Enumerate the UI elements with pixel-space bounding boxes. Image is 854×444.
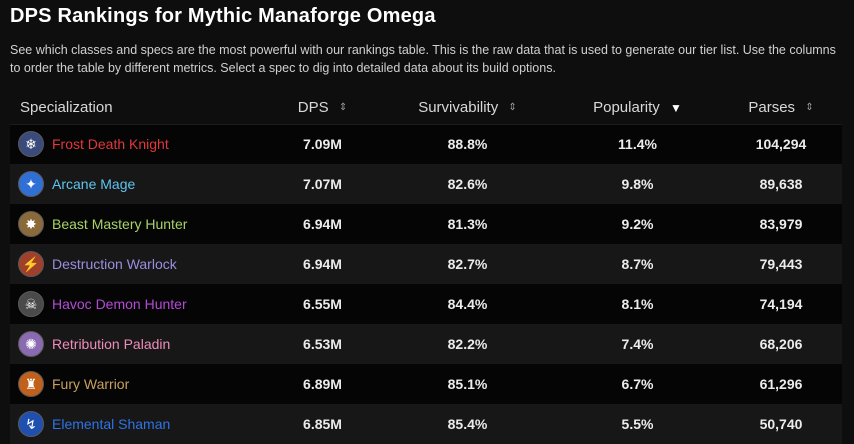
survivability-value: 81.3% (447, 216, 488, 232)
spec-link[interactable]: ✦ Arcane Mage (10, 171, 265, 197)
spec-link[interactable]: ❄ Frost Death Knight (10, 131, 265, 158)
parses-value: 89,638 (759, 176, 803, 192)
column-header-label: Survivability (418, 98, 499, 116)
frost-death-knight-icon: ❄ (18, 131, 44, 158)
dps-value: 7.09M (303, 136, 342, 153)
rankings-table: Specialization DPS ⇕ Survivability ⇕ Pop… (10, 91, 842, 444)
popularity-value: 9.2% (621, 216, 654, 232)
page-title: DPS Rankings for Mythic Manaforge Omega (10, 5, 436, 27)
spec-link[interactable]: ☠ Havoc Demon Hunter (10, 291, 265, 317)
spec-link[interactable]: ✸ Beast Mastery Hunter (10, 211, 265, 237)
spec-cell[interactable]: ✺ Retribution Paladin (10, 324, 265, 364)
table-row[interactable]: ↯ Elemental Shaman 6.85M 85.4% 5.5% 50,740 (10, 404, 842, 444)
table-row[interactable]: ⚡ Destruction Warlock 6.94M 82.7% 8.7% 79,443 (10, 244, 842, 284)
spec-cell[interactable]: ♜ Fury Warrior (10, 364, 265, 404)
spec-name: Havoc Demon Hunter (52, 296, 187, 312)
table-row[interactable]: ✸ Beast Mastery Hunter 6.94M 81.3% 9.2% 83,97… (10, 204, 842, 244)
table-header-row: Specialization DPS ⇕ Survivability ⇕ Pop… (10, 91, 842, 125)
spec-name: Fury Warrior (52, 376, 130, 392)
parses-value: 104,294 (755, 136, 807, 153)
dps-value: 6.89M (303, 376, 342, 392)
column-header-label: DPS (297, 98, 329, 116)
parses-value: 50,740 (759, 416, 803, 432)
column-header-parses[interactable]: Parses ⇕ (720, 91, 842, 125)
parses-value: 74,194 (759, 296, 803, 312)
dps-value: 6.55M (303, 296, 342, 312)
spec-link[interactable]: ♜ Fury Warrior (10, 371, 265, 397)
popularity-value: 5.5% (621, 416, 654, 432)
survivability-value: 85.4% (447, 416, 488, 432)
spec-cell[interactable]: ↯ Elemental Shaman (10, 404, 265, 444)
destruction-warlock-icon: ⚡ (18, 251, 44, 277)
spec-name: Frost Death Knight (52, 136, 169, 153)
dps-value: 6.94M (303, 216, 342, 232)
parses-value: 79,443 (759, 256, 803, 272)
sort-icon: ⇕ (338, 102, 348, 114)
dps-value: 6.85M (303, 416, 342, 432)
parses-value: 83,979 (759, 216, 803, 232)
sort-descending-icon: ▼ (669, 100, 682, 115)
column-header-dps[interactable]: DPS ⇕ (265, 91, 380, 125)
parses-value: 68,206 (759, 336, 803, 352)
popularity-value: 6.7% (621, 376, 654, 392)
table-row[interactable]: ✺ Retribution Paladin 6.53M 82.2% 7.4% 68,206 (10, 324, 842, 364)
page-description: See which classes and specs are the most… (10, 43, 836, 75)
retribution-paladin-icon: ✺ (18, 331, 44, 357)
spec-name: Elemental Shaman (52, 416, 171, 432)
survivability-value: 82.6% (447, 176, 488, 192)
popularity-value: 7.4% (621, 336, 654, 352)
dps-value: 6.53M (303, 336, 342, 352)
spec-name: Retribution Paladin (52, 336, 171, 352)
sort-icon: ⇕ (508, 102, 517, 114)
dps-value: 6.94M (303, 256, 342, 272)
havoc-demon-hunter-icon: ☠ (18, 291, 44, 317)
spec-link[interactable]: ↯ Elemental Shaman (10, 411, 265, 437)
elemental-shaman-icon: ↯ (18, 411, 44, 437)
table-row[interactable]: ♜ Fury Warrior 6.89M 85.1% 6.7% 61,296 (10, 364, 842, 404)
popularity-value: 8.1% (621, 296, 654, 312)
spec-cell[interactable]: ✸ Beast Mastery Hunter (10, 204, 265, 244)
spec-link[interactable]: ✺ Retribution Paladin (10, 331, 265, 357)
column-header-popularity[interactable]: Popularity ▼ (555, 91, 720, 125)
parses-value: 61,296 (759, 376, 803, 392)
survivability-value: 84.4% (447, 296, 488, 312)
column-header-label: Specialization (20, 98, 113, 116)
spec-cell[interactable]: ✦ Arcane Mage (10, 164, 265, 204)
table-row[interactable]: ✦ Arcane Mage 7.07M 82.6% 9.8% 89,638 (10, 164, 842, 204)
popularity-value: 11.4% (618, 136, 657, 153)
dps-value: 7.07M (303, 176, 342, 192)
spec-name: Destruction Warlock (52, 256, 177, 272)
arcane-mage-icon: ✦ (18, 171, 44, 197)
column-header-label: Parses (748, 98, 796, 116)
spec-cell[interactable]: ☠ Havoc Demon Hunter (10, 284, 265, 324)
column-header-specialization[interactable]: Specialization (10, 91, 265, 125)
spec-cell[interactable]: ⚡ Destruction Warlock (10, 244, 265, 284)
column-header-label: Popularity (593, 98, 660, 116)
spec-cell[interactable]: ❄ Frost Death Knight (10, 124, 265, 164)
survivability-value: 82.7% (447, 256, 488, 272)
popularity-value: 8.7% (621, 256, 654, 272)
table-row[interactable]: ❄ Frost Death Knight 7.09M 88.8% 11.4% 104,29… (10, 124, 842, 164)
fury-warrior-icon: ♜ (18, 371, 44, 397)
survivability-value: 82.2% (447, 336, 488, 352)
spec-name: Beast Mastery Hunter (52, 216, 188, 232)
spec-link[interactable]: ⚡ Destruction Warlock (10, 251, 265, 277)
survivability-value: 88.8% (447, 136, 488, 153)
popularity-value: 9.8% (621, 176, 654, 192)
sort-icon: ⇕ (805, 102, 814, 114)
survivability-value: 85.1% (447, 376, 488, 392)
table-row[interactable]: ☠ Havoc Demon Hunter 6.55M 84.4% 8.1% 74,194 (10, 284, 842, 324)
column-header-survivability[interactable]: Survivability ⇕ (380, 91, 555, 125)
spec-name: Arcane Mage (52, 176, 136, 192)
beast-mastery-hunter-icon: ✸ (18, 211, 44, 237)
